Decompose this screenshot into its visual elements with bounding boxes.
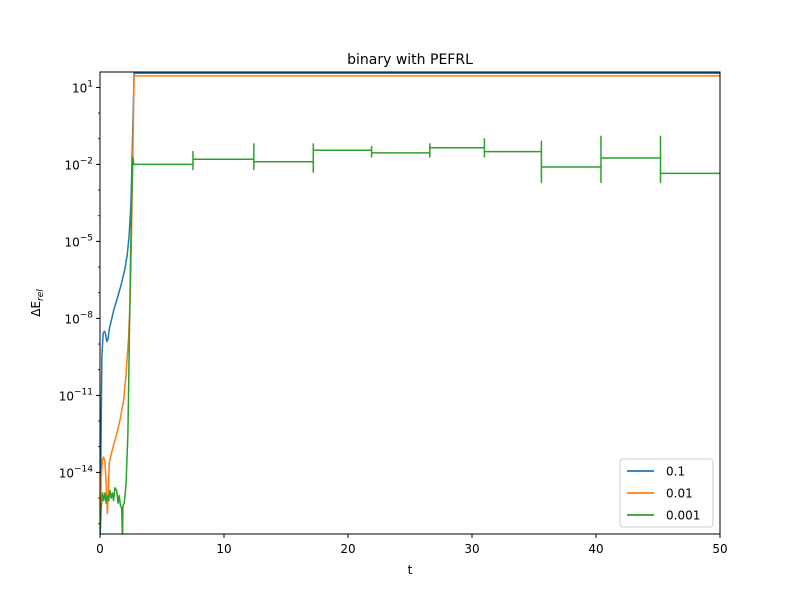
x-tick-label: 30 (464, 542, 479, 556)
y-tick-label: 10−2 (64, 156, 93, 172)
y-axis-label: ΔErel (29, 289, 46, 317)
series-line-1 (100, 72, 720, 534)
series-line-3 (100, 135, 720, 534)
y-tick-label: 101 (72, 79, 93, 95)
x-tick-label: 20 (340, 542, 355, 556)
legend-label-2: 0.01 (666, 487, 693, 501)
y-axis: 101 10−2 10−5 10−8 10−11 10−14 (59, 79, 100, 525)
series-layer (100, 72, 720, 534)
y-tick-label: 10−8 (64, 310, 93, 326)
y-axis-label-base: ΔE (29, 301, 43, 317)
chart-title: binary with PEFRL (347, 52, 473, 68)
y-tick-label: 10−14 (59, 464, 94, 480)
plot-frame (99, 71, 721, 535)
x-tick-label: 50 (712, 542, 727, 556)
x-tick-label: 40 (588, 542, 603, 556)
legend: 0.1 0.01 0.001 (619, 458, 714, 528)
x-tick-label: 10 (216, 542, 231, 556)
legend-label-1: 0.1 (666, 465, 685, 479)
legend-label-3: 0.001 (666, 509, 700, 523)
x-axis: 0 10 20 30 40 50 (96, 534, 728, 556)
y-tick-label: 10−11 (59, 387, 93, 403)
x-axis-label: t (408, 563, 413, 577)
y-axis-label-sub: rel (36, 289, 46, 301)
y-tick-label: 10−5 (64, 233, 93, 249)
legend-box (619, 458, 714, 528)
x-tick-label: 0 (96, 542, 104, 556)
